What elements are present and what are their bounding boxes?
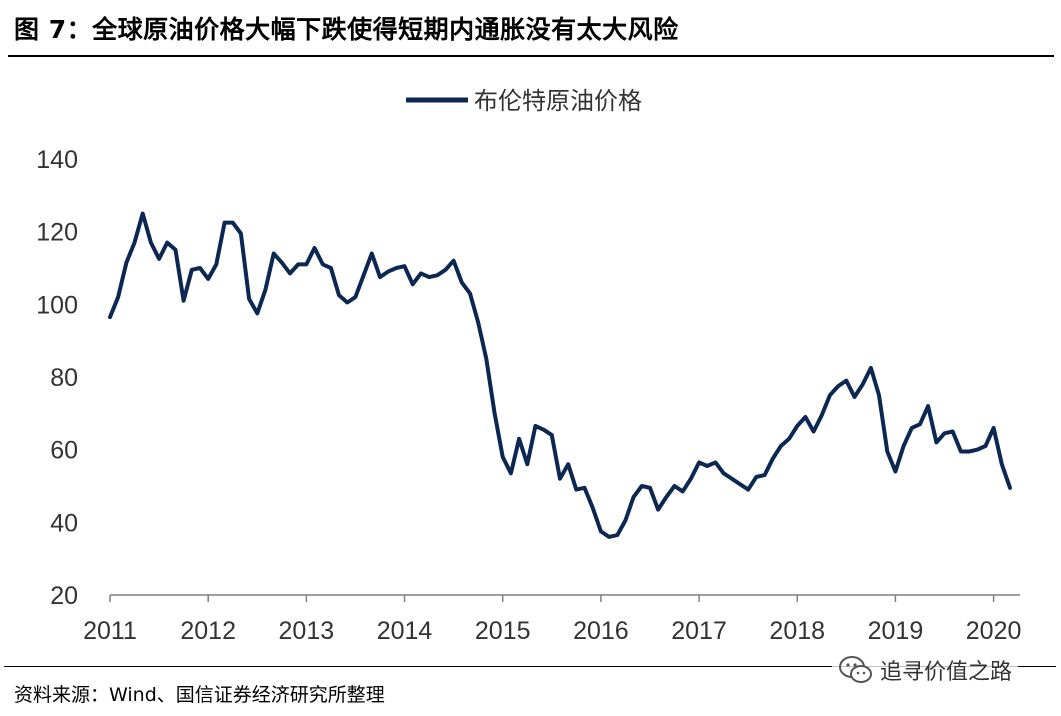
x-tick-label: 2012 <box>180 617 236 645</box>
watermark: 追寻价值之路 <box>832 652 1019 688</box>
y-axis: 20 40 60 80 100 120 140 <box>36 146 78 610</box>
x-tick-label: 2019 <box>868 617 924 645</box>
title-rule <box>8 55 1054 57</box>
source-rule <box>4 666 1056 667</box>
x-tick-label: 2015 <box>475 617 531 645</box>
x-tick-label: 2013 <box>279 617 335 645</box>
y-tick-label: 120 <box>36 219 78 247</box>
x-tick-label: 2016 <box>573 617 629 645</box>
legend: 布伦特原油价格 <box>406 87 642 115</box>
x-axis: 2011 2012 2013 2014 2015 2016 2017 2018 2019 2020 <box>83 594 1022 645</box>
x-tick-label: 2011 <box>83 617 137 645</box>
watermark-text: 追寻价值之路 <box>880 660 1013 685</box>
source-note: 资料来源：Wind、国信证券经济研究所整理 <box>14 684 385 706</box>
chart-title: 图 7：全球原油价格大幅下跌使得短期内通胀没有太大风险 <box>14 15 679 44</box>
series-layer <box>108 211 1012 539</box>
y-tick-label: 80 <box>50 364 78 392</box>
legend-label: 布伦特原油价格 <box>474 87 642 115</box>
x-tick-label: 2020 <box>966 617 1022 645</box>
wechat-icon <box>839 656 872 683</box>
y-tick-label: 140 <box>36 146 78 174</box>
y-tick-label: 20 <box>50 582 78 610</box>
series-line-0 <box>108 211 1012 539</box>
x-tick-label: 2018 <box>769 617 825 645</box>
y-tick-label: 60 <box>50 437 78 465</box>
y-tick-label: 100 <box>36 291 78 319</box>
y-tick-label: 40 <box>50 509 78 537</box>
x-tick-label: 2014 <box>377 617 433 645</box>
x-tick-label: 2017 <box>671 617 727 645</box>
title-bar: 图 7：全球原油价格大幅下跌使得短期内通胀没有太大风险 <box>0 0 1061 62</box>
